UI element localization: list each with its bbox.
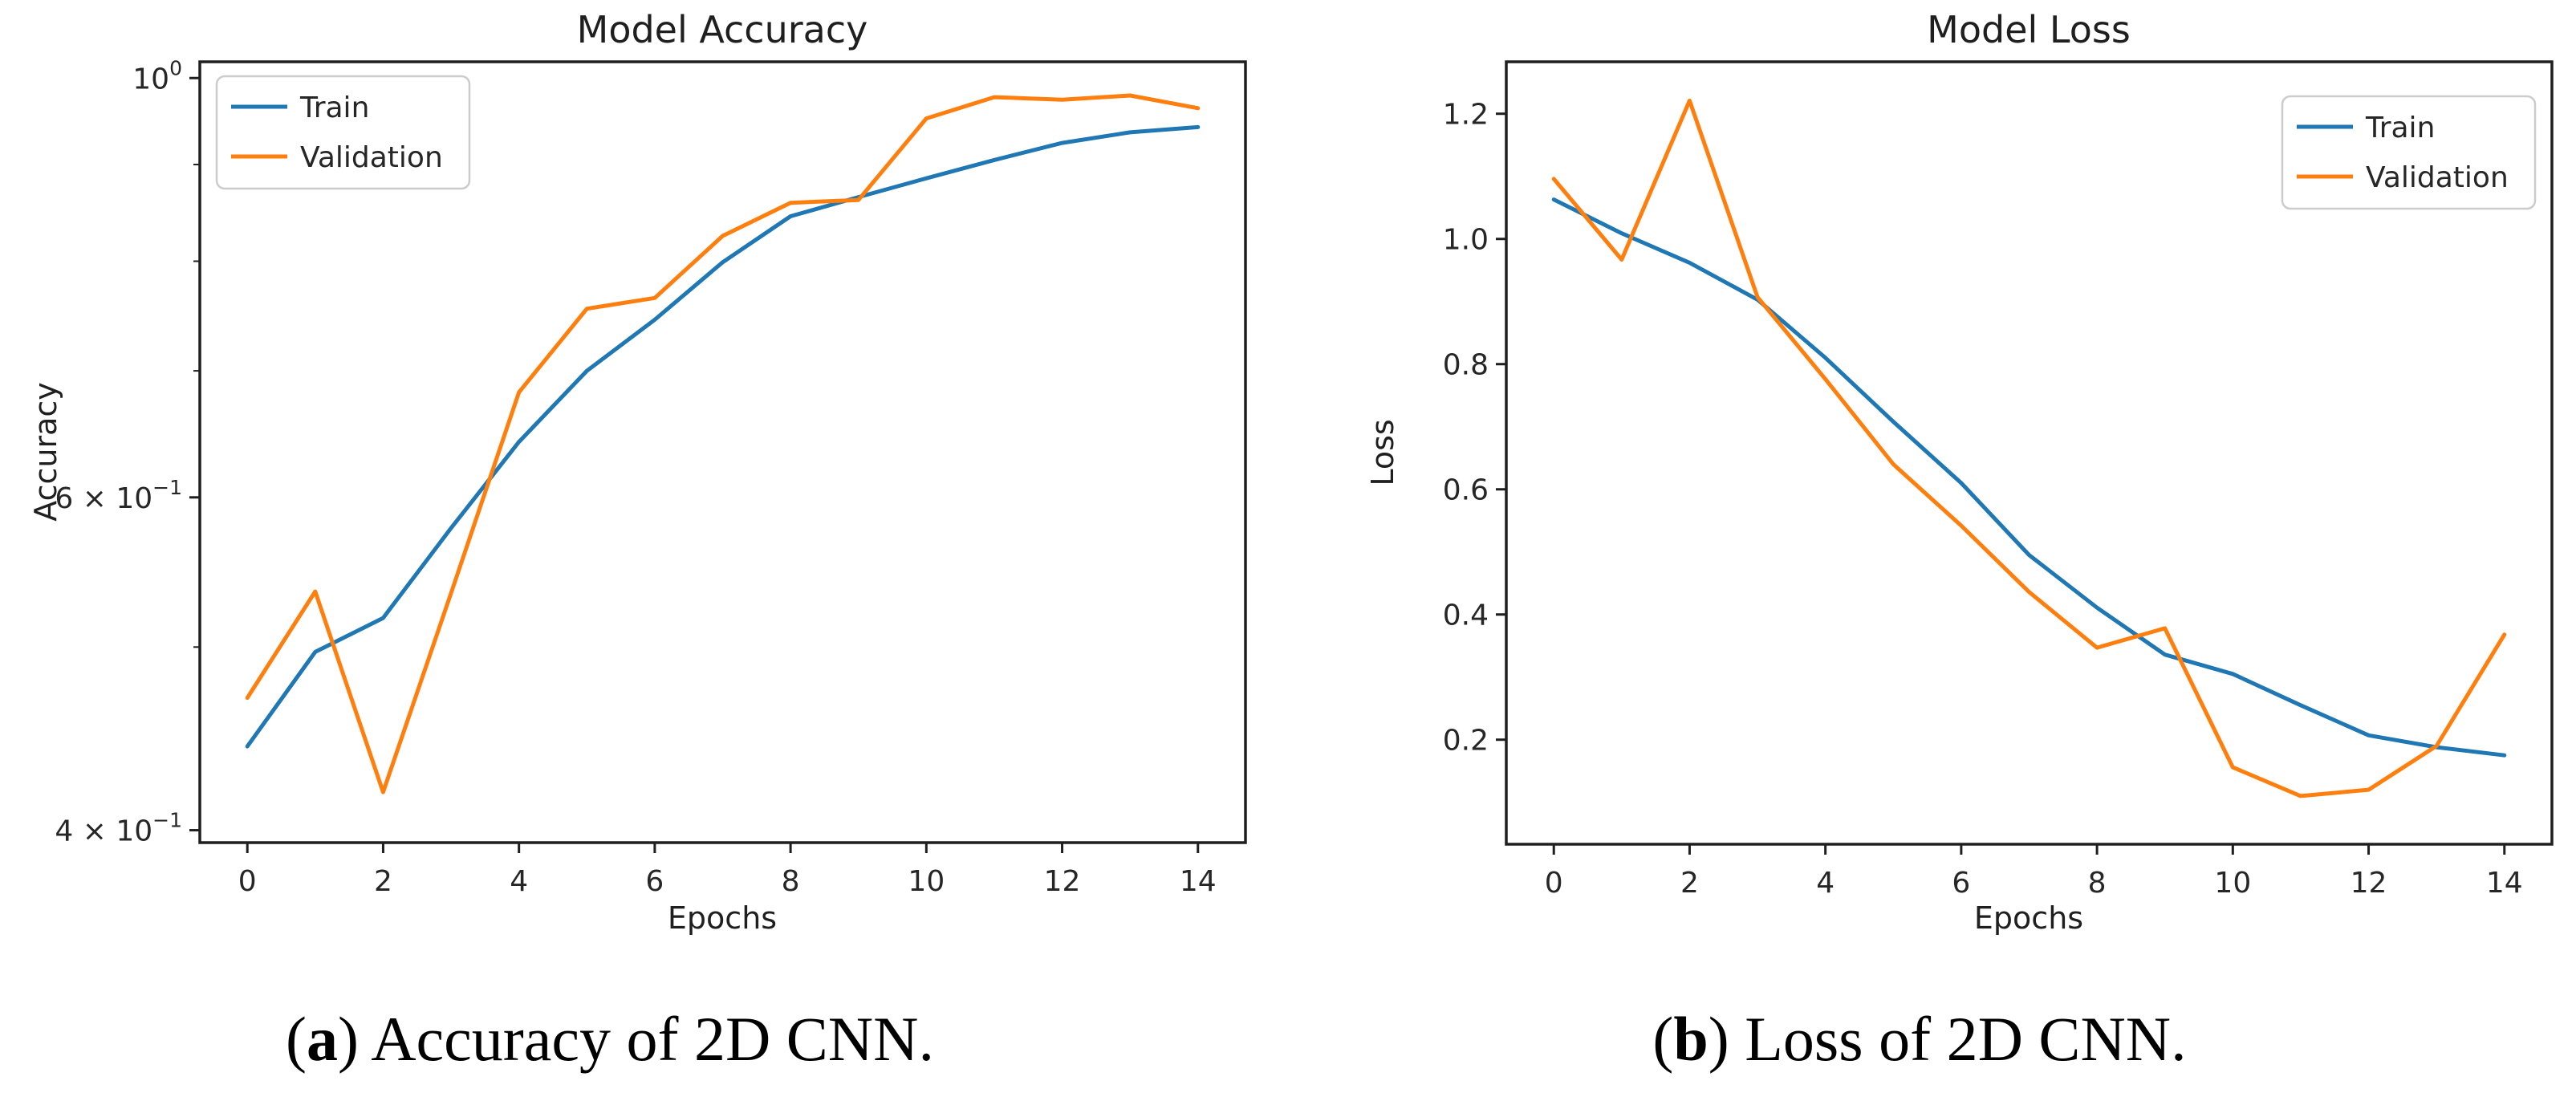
accuracy-ytick-label: 4 × 10−1 <box>55 809 182 848</box>
accuracy-xtick-label: 8 <box>782 865 800 898</box>
caption-a-pre: ( <box>286 1004 307 1074</box>
loss-legend-label-validation: Validation <box>2366 161 2509 194</box>
loss-xtick-label: 4 <box>1816 867 1834 900</box>
accuracy-xtick-label: 0 <box>238 865 257 898</box>
accuracy-legend-box <box>215 75 471 190</box>
accuracy-ytick-label: 6 × 10−1 <box>55 476 182 515</box>
caption-b-letter: b <box>1673 1004 1709 1074</box>
accuracy-xaxis-label: Epochs <box>667 900 778 936</box>
loss-xaxis-label: Epochs <box>1973 900 2084 936</box>
caption-b-text: Loss of 2D CNN. <box>1745 1004 2187 1074</box>
caption-b-post: ) <box>1708 1004 1745 1074</box>
caption-a-letter: a <box>307 1004 339 1074</box>
loss-xtick-label: 8 <box>2088 867 2107 900</box>
loss-chart-title: Model Loss <box>1927 8 2131 51</box>
caption-a-text: Accuracy of 2D CNN. <box>371 1004 934 1074</box>
loss-ytick-label: 0.2 <box>1443 725 1489 758</box>
accuracy-legend-label-validation: Validation <box>300 141 443 174</box>
caption-b-pre: ( <box>1652 1004 1674 1074</box>
loss-xtick-label: 6 <box>1952 867 1970 900</box>
loss-xtick-label: 10 <box>2214 867 2251 900</box>
loss-validation-line <box>1551 98 2507 798</box>
loss-ytick-label: 0.6 <box>1443 474 1489 507</box>
accuracy-xtick-label: 10 <box>908 865 945 898</box>
loss-ytick-label: 0.4 <box>1443 599 1489 632</box>
accuracy-plot-frame <box>198 60 1247 844</box>
accuracy-xtick-label: 12 <box>1044 865 1081 898</box>
accuracy-yaxis-label: Accuracy <box>28 382 63 522</box>
caption-b: (b) Loss of 2D CNN. <box>1652 1003 2186 1075</box>
loss-ytick-label: 1.0 <box>1443 224 1489 257</box>
accuracy-xtick-label: 6 <box>645 865 664 898</box>
loss-xtick-label: 0 <box>1545 867 1563 900</box>
accuracy-chart-title: Model Accuracy <box>576 8 868 51</box>
loss-ytick-label: 0.8 <box>1443 349 1489 382</box>
loss-xtick-label: 14 <box>2486 867 2523 900</box>
accuracy-xtick-label: 14 <box>1180 865 1217 898</box>
accuracy-train-line <box>245 124 1201 749</box>
loss-xtick-label: 2 <box>1680 867 1699 900</box>
loss-ytick-label: 1.2 <box>1443 99 1489 132</box>
loss-train-line <box>1551 197 2507 758</box>
loss-legend-box <box>2281 95 2537 210</box>
accuracy-xtick-label: 4 <box>510 865 528 898</box>
caption-a-post: ) <box>338 1004 372 1074</box>
caption-a: (a) Accuracy of 2D CNN. <box>286 1003 934 1075</box>
accuracy-legend-label-train: Train <box>299 91 369 124</box>
accuracy-validation-line <box>245 93 1201 794</box>
loss-legend-label-train: Train <box>2365 112 2435 144</box>
accuracy-xtick-label: 2 <box>374 865 392 898</box>
accuracy-ytick-label: 100 <box>132 56 182 95</box>
loss-plot-frame <box>1505 60 2554 846</box>
loss-xtick-label: 12 <box>2350 867 2387 900</box>
loss-yaxis-label: Loss <box>1365 419 1400 486</box>
